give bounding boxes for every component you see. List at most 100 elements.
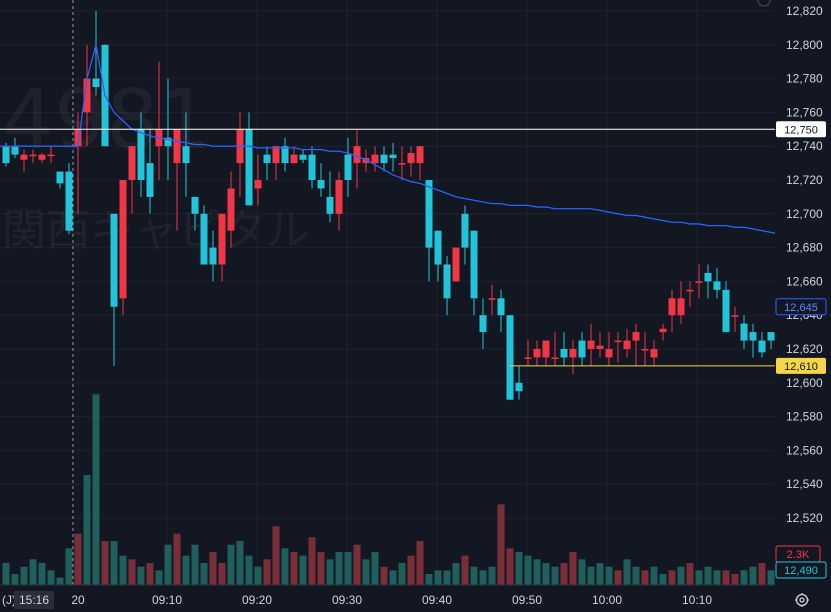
volume-bar xyxy=(155,570,163,585)
candle xyxy=(326,171,334,223)
price-tick-label: 12,740 xyxy=(786,139,823,153)
volume-bar xyxy=(173,533,181,585)
candle xyxy=(281,137,289,172)
candle xyxy=(461,205,469,265)
volume-bar xyxy=(407,555,415,585)
candle xyxy=(317,163,325,197)
candle xyxy=(587,323,595,366)
volume-bar xyxy=(587,566,595,585)
candle xyxy=(767,332,775,349)
volume-bar xyxy=(11,574,19,585)
volume-bar xyxy=(506,548,514,585)
volume-bar xyxy=(731,574,739,585)
volume-bar xyxy=(596,563,604,585)
volume-bar xyxy=(461,555,469,585)
volume-bar xyxy=(434,570,442,585)
volume-bar xyxy=(722,570,730,585)
volume-bar xyxy=(380,566,388,585)
svg-text:12,610: 12,610 xyxy=(784,361,818,373)
candle xyxy=(758,332,766,358)
candle xyxy=(740,315,748,349)
volume-bar xyxy=(182,555,190,585)
volume-bar xyxy=(362,559,370,585)
candle xyxy=(398,146,406,180)
candle xyxy=(344,137,352,197)
settings-gear-icon[interactable] xyxy=(795,593,809,607)
volume-bar xyxy=(218,563,226,585)
candle xyxy=(677,281,685,324)
candle xyxy=(110,213,118,366)
candle xyxy=(380,146,388,172)
volume-bar xyxy=(137,566,145,585)
price-tick-label: 12,620 xyxy=(786,342,823,356)
chart-menu-icon[interactable] xyxy=(757,0,771,7)
time-label-0930: 09:30 xyxy=(332,593,362,607)
volume-bar xyxy=(272,526,280,585)
candle xyxy=(506,315,514,400)
volume-bar xyxy=(443,570,451,585)
candle xyxy=(632,323,640,366)
candle xyxy=(173,129,181,231)
price-tick-label: 12,660 xyxy=(786,274,823,288)
candle xyxy=(497,289,505,333)
price-tick-label: 12,780 xyxy=(786,72,823,86)
time-label-20: 20 xyxy=(71,593,85,607)
svg-text:12,750: 12,750 xyxy=(784,124,818,136)
watermark-name: 関西キャピタル xyxy=(2,205,310,256)
volume-bar xyxy=(281,548,289,585)
candle xyxy=(119,180,127,316)
candle xyxy=(470,230,478,316)
candle xyxy=(515,365,523,400)
candle xyxy=(38,152,46,164)
price-tick-label: 12,580 xyxy=(786,410,823,424)
volume-bar xyxy=(515,552,523,585)
volume-bar xyxy=(614,570,622,585)
svg-text:12,490: 12,490 xyxy=(784,565,818,577)
candle xyxy=(371,146,379,172)
candle xyxy=(569,340,577,375)
price-axis[interactable] xyxy=(775,0,831,585)
price-badge-yellow: 12,610 xyxy=(776,357,826,374)
volume-bar xyxy=(92,394,100,585)
price-tick-label: 12,560 xyxy=(786,443,823,457)
candle xyxy=(416,146,424,180)
volume-bar xyxy=(488,566,496,585)
candle xyxy=(254,154,262,206)
candle xyxy=(533,340,541,366)
candle xyxy=(29,149,37,164)
candle xyxy=(191,196,199,231)
volume-bar xyxy=(209,552,217,585)
candle xyxy=(407,146,415,177)
time-axis[interactable] xyxy=(0,585,831,612)
volume-bar xyxy=(2,563,10,585)
volume-bar xyxy=(317,552,325,585)
time-label-0920: 09:20 xyxy=(242,593,272,607)
time-label-0910: 09:10 xyxy=(152,593,182,607)
price-axis-ticks: 12,820 12,800 12,780 12,760 12,740 12,720 12,7… xyxy=(786,4,823,525)
volume-bar xyxy=(164,544,172,585)
candle xyxy=(335,171,343,231)
volume-bar xyxy=(713,570,721,585)
candle xyxy=(263,146,271,180)
volume-bar xyxy=(542,563,550,585)
volume-bar xyxy=(704,566,712,585)
volume-bar xyxy=(470,566,478,585)
candle xyxy=(488,284,496,316)
volume-bar xyxy=(227,544,235,585)
volume-bar xyxy=(335,552,343,585)
time-label-0940: 09:40 xyxy=(422,593,452,607)
volume-bar xyxy=(353,544,361,585)
candle xyxy=(623,328,631,358)
candle xyxy=(722,281,730,333)
volume-bar xyxy=(389,570,397,585)
candle xyxy=(200,205,208,265)
volume-badge: 2.3K xyxy=(775,545,821,563)
candle xyxy=(92,11,100,96)
candle xyxy=(425,180,433,282)
candle xyxy=(182,112,190,197)
volume-bar xyxy=(245,555,253,585)
volume-bar xyxy=(497,504,505,585)
candle xyxy=(272,146,280,180)
candle xyxy=(749,323,757,358)
